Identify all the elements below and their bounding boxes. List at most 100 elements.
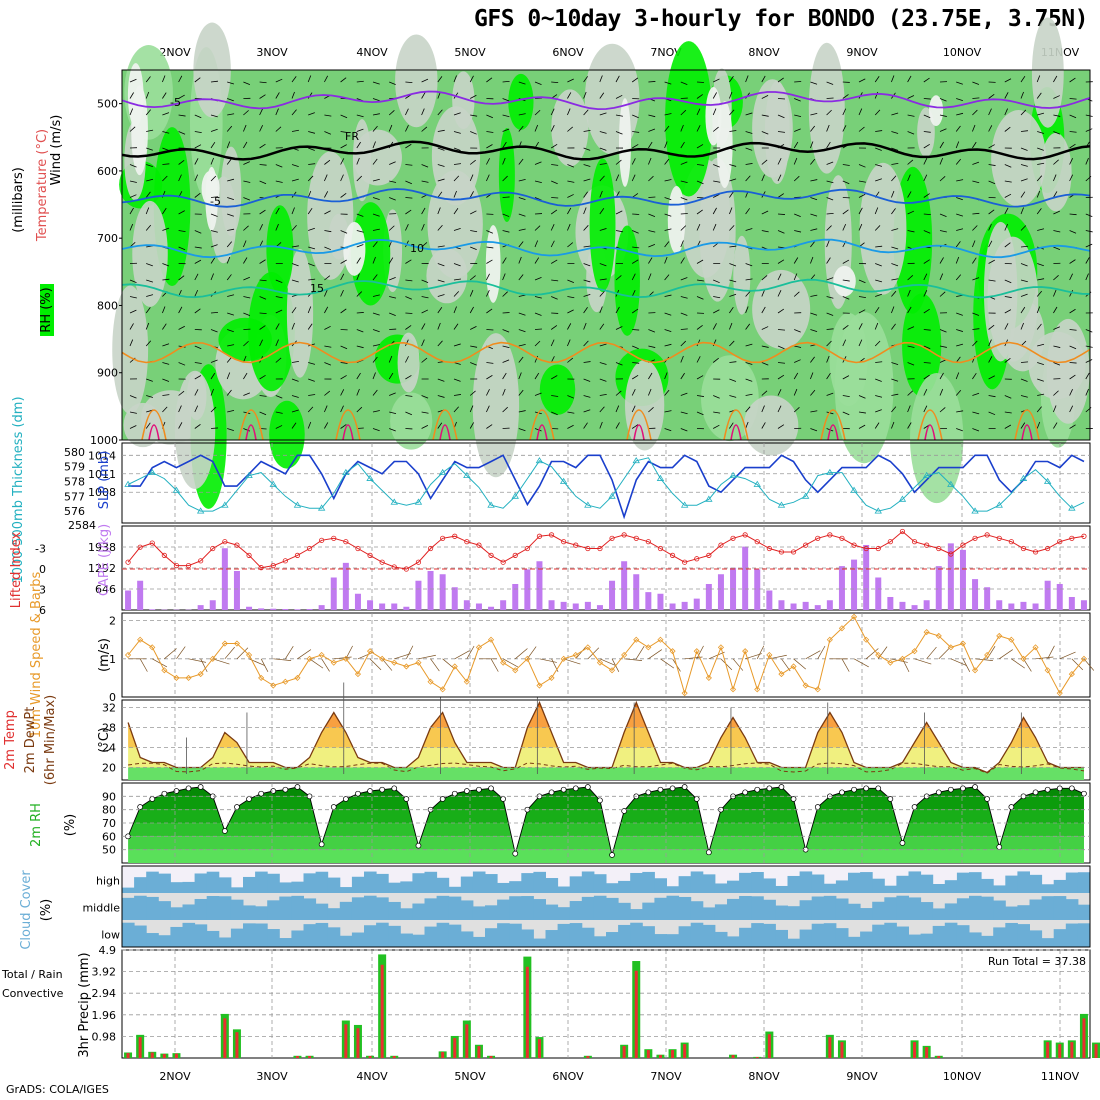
wind-marker [245, 651, 253, 659]
upper-wind-barb [632, 131, 640, 133]
surface-wind-barb [285, 646, 294, 660]
wind-marker [487, 636, 495, 643]
pressure-tick: 600 [97, 165, 118, 178]
upper-wind-barb [259, 279, 267, 282]
upper-wind-barb [178, 390, 185, 396]
upper-wind-barb [567, 164, 575, 168]
wind-marker [935, 632, 942, 639]
upper-wind-barb [875, 178, 882, 182]
upper-wind-barb [551, 164, 559, 166]
upper-wind-barb [988, 279, 996, 282]
upper-wind-barb [324, 210, 331, 215]
upper-wind-barb [259, 312, 267, 314]
cloud-bar [1029, 874, 1043, 893]
thickness-marker [947, 480, 955, 487]
wind-marker [608, 667, 616, 674]
cloud-bar [811, 874, 825, 893]
upper-wind-barb [226, 372, 231, 380]
cloud-bar [376, 873, 389, 893]
upper-wind-barb [275, 78, 283, 83]
upper-wind-barb [389, 276, 396, 281]
upper-wind-barb [275, 180, 283, 183]
upper-wind-barb [972, 97, 980, 99]
upper-wind-barb [518, 213, 526, 217]
rh-contour-patch [1031, 17, 1064, 128]
upper-wind-barb [372, 410, 380, 413]
upper-wind-barb [923, 193, 930, 198]
upper-wind-barb [761, 75, 766, 83]
cloud-bar [908, 934, 922, 947]
wind-marker [996, 632, 1003, 639]
footer-credit: GrADS: COLA/IGES [6, 1083, 109, 1096]
upper-wind-barb [745, 421, 749, 429]
upper-wind-barb [372, 312, 380, 316]
upper-wind-barb [243, 81, 251, 86]
upper-wind-barb [939, 291, 946, 297]
upper-wind-barb [729, 164, 737, 167]
upper-wind-barb [324, 422, 329, 429]
upper-wind-barb [162, 112, 170, 116]
upper-wind-barb [1053, 306, 1058, 314]
upper-wind-barb [777, 77, 784, 83]
upper-wind-barb [534, 180, 542, 183]
wind-marker [403, 663, 410, 670]
upper-wind-barb [1020, 361, 1029, 363]
upper-wind-barb [956, 197, 963, 201]
cloud-bar [581, 896, 595, 920]
wind-marker [161, 667, 168, 674]
upper-wind-barb [405, 375, 412, 380]
upper-wind-barb [291, 224, 297, 231]
upper-wind-barb [437, 191, 443, 198]
cloud-bar [460, 900, 474, 920]
rh-marker [597, 797, 603, 804]
upper-wind-barb [518, 113, 526, 116]
upper-wind-barb [486, 389, 490, 396]
upper-wind-barb [356, 128, 364, 132]
upper-wind-barb [129, 242, 136, 248]
upper-wind-barb [502, 213, 510, 217]
upper-wind-barb [178, 306, 183, 314]
upper-wind-barb [615, 114, 623, 117]
wind-marker [548, 674, 555, 681]
upper-wind-barb [583, 263, 591, 267]
upper-wind-barb [891, 228, 899, 231]
cloud-bar [279, 938, 292, 947]
li-marker [960, 542, 966, 548]
upper-wind-barb [340, 174, 344, 182]
thickness-marker [535, 457, 544, 464]
upper-wind-barb [858, 296, 866, 299]
upper-wind-barb [583, 225, 589, 231]
upper-wind-barb [502, 359, 510, 363]
upper-wind-barb [664, 213, 672, 217]
upper-wind-barb [453, 147, 461, 151]
upper-wind-barb [956, 410, 964, 413]
upper-wind-barb [534, 225, 541, 231]
surface-wind-barb [624, 658, 643, 661]
wind-marker [923, 629, 930, 636]
cape-tick: 1292 [88, 562, 116, 575]
upper-wind-barb [389, 428, 396, 432]
li-marker [1020, 545, 1027, 552]
upper-wind-barb [1069, 374, 1076, 380]
upper-wind-barb [453, 175, 460, 182]
upper-wind-barb [259, 94, 266, 99]
isotherm-20-dome [141, 409, 167, 441]
temp-label-3: (6hr Min/Max) [43, 695, 58, 785]
thickness-marker [414, 498, 423, 505]
cloud-bar [920, 874, 934, 893]
cloud-bar [533, 938, 546, 947]
upper-wind-barb [1053, 230, 1061, 233]
upper-wind-barb [518, 158, 524, 165]
upper-wind-barb [162, 343, 170, 347]
precip-conv-bar [1046, 1042, 1050, 1058]
upper-wind-barb [874, 340, 881, 347]
cloud-bar [521, 929, 534, 947]
upper-wind-barb [761, 159, 768, 165]
upper-wind-barb [745, 131, 753, 134]
cloud-bar [944, 880, 958, 893]
rh-contour-patch [808, 42, 845, 174]
rh-dry-patch [618, 98, 632, 187]
upper-wind-barb [826, 328, 834, 330]
li-marker [536, 533, 543, 539]
isotherm-25-dome [536, 424, 548, 441]
